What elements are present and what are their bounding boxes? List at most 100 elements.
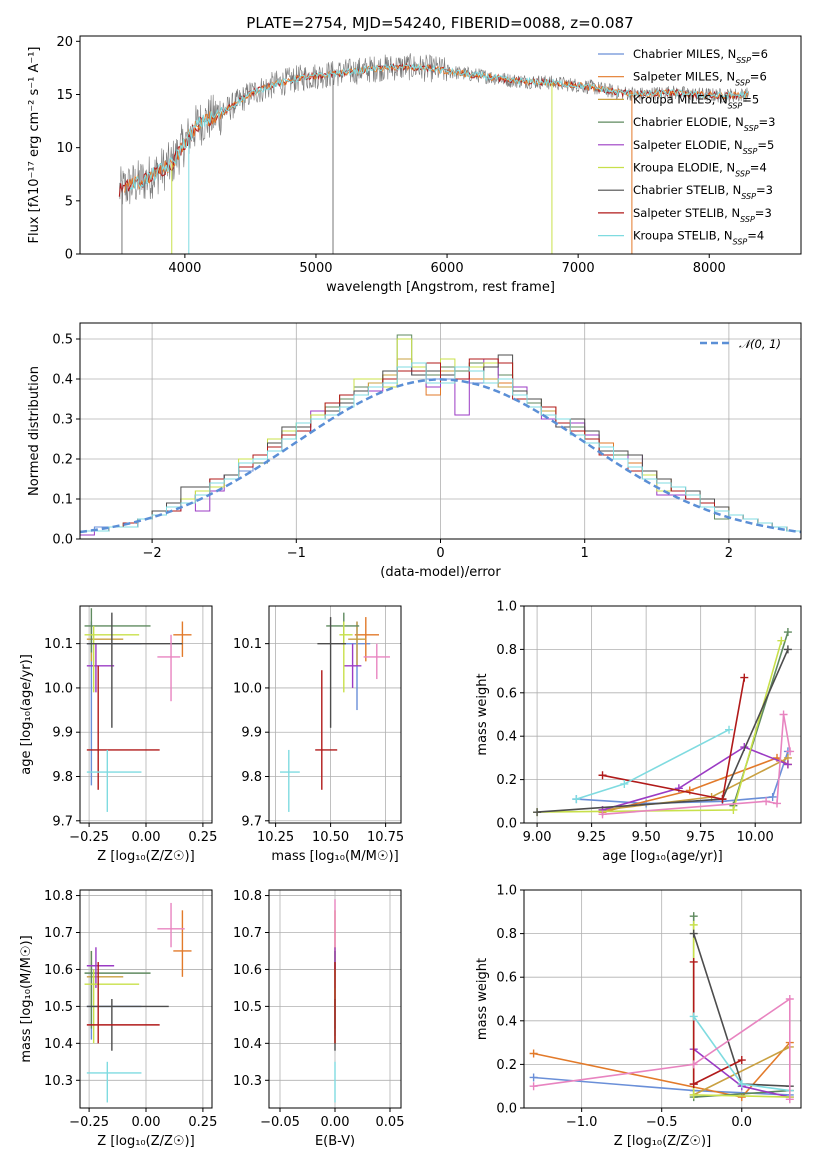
legend-nssp-prefix: , N (719, 70, 735, 84)
errorbar-marker (348, 621, 366, 666)
legend-nssp-value: 3 (768, 115, 775, 129)
y-tick-label: 0.4 (52, 373, 73, 388)
legend-series-name: Kroupa ELODIE (633, 161, 719, 175)
weight-point-marker (725, 725, 734, 734)
weight-point-marker (773, 799, 782, 808)
weight-point-marker (737, 1080, 746, 1089)
errorbar-marker (280, 749, 300, 812)
errorbar-marker (84, 608, 151, 653)
y-tick-label: 0.5 (52, 333, 73, 348)
weight-line (692, 961, 743, 1086)
x-tick-label: 0.25 (188, 1115, 217, 1130)
weight-vs-age-panel: 9.00 9.25 9.50 9.75 10.00 0.0 0.2 0.4 0.6 0.8 1.0 a… (475, 600, 802, 864)
x-tick-label: 9.00 (523, 830, 552, 845)
x-tick-label: −0.5 (646, 1115, 678, 1130)
spectrum-plot-area (118, 53, 750, 254)
y-tick-label: 10.5 (233, 1000, 262, 1015)
legend-series-name: Kroupa MILES (633, 92, 712, 106)
weight-vs-age-plot-area (533, 628, 795, 819)
legend-entry: Chabrier STELIB, NSSP=3 (633, 183, 773, 201)
y-tick-label: 10.6 (44, 963, 73, 978)
y-tick-label: 0 (65, 248, 73, 263)
errorbar-marker (173, 621, 192, 657)
y-tick-label: 20 (56, 35, 73, 50)
legend-nssp-equals: = (757, 138, 767, 152)
weight-point-marker (718, 795, 727, 804)
x-tick-label: −1.0 (566, 1115, 598, 1130)
age-vs-mass-axes: 10.25 10.50 10.75 9.7 9.8 9.9 10.0 10.1 mass [lo… (233, 605, 404, 864)
mass-vs-ebv-axes: −0.05 0.00 0.05 10.3 10.4 10.5 10.6 10.7 10.8 E(B… (233, 889, 404, 1149)
y-tick-label: 0.0 (496, 817, 517, 832)
y-tick-label: 1.0 (496, 600, 517, 615)
legend-entry: 𝒩(0, 1) (739, 337, 781, 351)
mass-vs-z-x-axis-label: Z [log₁₀(Z/Z☉)] (97, 1134, 194, 1149)
y-tick-label: 0.4 (496, 1014, 517, 1029)
weight-line (602, 746, 789, 811)
errorbar-marker (343, 643, 362, 688)
weight-point-marker (737, 1056, 746, 1065)
legend-nssp-equals: = (756, 183, 766, 197)
weight-point-marker (783, 628, 792, 637)
y-tick-label: 0.2 (496, 773, 517, 788)
weight-vs-z-x-axis-label: Z [log₁₀(Z/Z☉)] (614, 1134, 711, 1149)
y-tick-label: 9.9 (241, 726, 262, 741)
errorbar-marker (339, 621, 353, 693)
x-tick-label: −0.25 (69, 1115, 109, 1130)
y-tick-label: 5 (65, 194, 73, 209)
errorbar-marker (86, 665, 160, 790)
weight-point-marker (783, 760, 792, 769)
residuals-panel: −2 −1 0 1 2 0.0 0.1 0.2 0.3 0.4 0.5 (data-model)/er… (27, 322, 802, 580)
legend-series-name: Chabrier ELODIE (633, 115, 728, 129)
legend-nssp-subscript: SSP (735, 169, 750, 178)
y-tick-label: 9.8 (52, 770, 73, 785)
y-tick-label: 10.7 (233, 926, 262, 941)
x-tick-label: 6000 (431, 261, 464, 276)
y-tick-label: 9.7 (241, 814, 262, 829)
weight-point-marker (572, 795, 581, 804)
residuals-axes: −2 −1 0 1 2 0.0 0.1 0.2 0.3 0.4 0.5 (data-model)/er… (27, 322, 802, 580)
x-tick-label: 0.00 (132, 830, 161, 845)
errorbar-marker (86, 1061, 142, 1103)
errorbar-marker (86, 612, 183, 728)
x-tick-label: 9.75 (686, 830, 715, 845)
weight-vs-age-x-axis-label: age [log₁₀(age/yr)] (602, 849, 723, 864)
legend-series-name: Chabrier MILES (633, 47, 720, 61)
age-vs-z-x-axis-label: Z [log₁₀(Z/Z☉)] (97, 849, 194, 864)
legend-nssp-subscript: SSP (728, 101, 743, 110)
age-vs-mass-frame (268, 605, 402, 824)
weight-point-marker (689, 1012, 698, 1021)
weight-line (533, 997, 791, 1100)
legend-entry: Chabrier ELODIE, NSSP=3 (633, 115, 775, 133)
weight-point-marker (689, 1060, 698, 1069)
legend-entry: Salpeter ELODIE, NSSP=5 (633, 138, 774, 156)
mass-vs-z-panel: −0.25 0.00 0.25 10.3 10.4 10.5 10.6 10.7 10.8 Z [… (19, 889, 217, 1149)
x-tick-label: 0.0 (731, 1115, 752, 1130)
y-tick-label: 1.0 (496, 884, 517, 899)
legend-nssp-equals: = (750, 70, 760, 84)
legend-nssp-value: 4 (757, 229, 764, 243)
spectrum-x-axis-label: wavelength [Angstrom, rest frame] (326, 280, 555, 295)
x-tick-label: 10.25 (257, 830, 294, 845)
legend-series-name: Salpeter MILES (633, 70, 719, 84)
errorbar-marker (86, 962, 160, 1044)
x-tick-label: 0.05 (376, 1115, 405, 1130)
x-tick-label: 5000 (299, 261, 332, 276)
legend-nssp-value: 3 (764, 206, 771, 220)
observed-spectrum-line (119, 53, 749, 205)
x-tick-label: 10.50 (312, 830, 349, 845)
legend-nssp-value: 4 (759, 161, 766, 175)
weight-point-marker (689, 920, 698, 929)
x-tick-label: 10.75 (367, 830, 404, 845)
y-tick-label: 0.0 (52, 533, 73, 548)
weight-point-marker (786, 747, 795, 756)
x-tick-label: 0 (436, 546, 444, 561)
y-tick-label: 0.8 (496, 643, 517, 658)
weight-point-marker (533, 808, 542, 817)
weight-line (576, 751, 789, 805)
y-tick-label: 10.3 (44, 1074, 73, 1089)
weight-point-marker (689, 929, 698, 938)
x-tick-label: 7000 (562, 261, 595, 276)
